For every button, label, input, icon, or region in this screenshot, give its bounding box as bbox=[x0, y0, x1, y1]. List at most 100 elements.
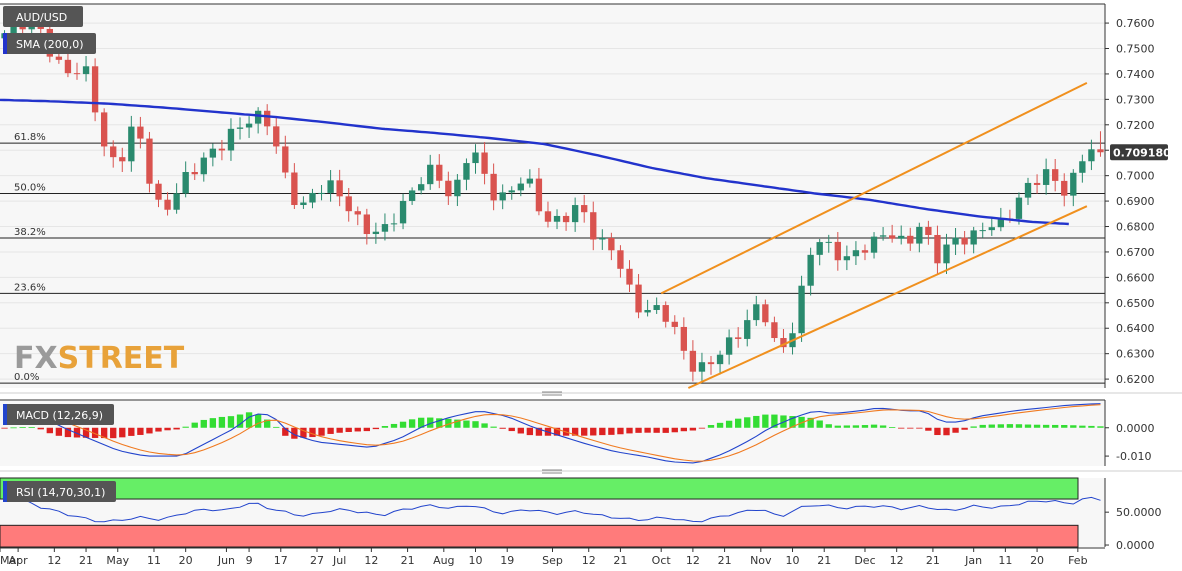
sma-tag-background bbox=[3, 33, 96, 54]
macd-hist-bar bbox=[82, 427, 90, 438]
macd-hist-bar bbox=[10, 427, 17, 429]
macd-hist-bar bbox=[110, 427, 117, 439]
candle-body bbox=[408, 190, 416, 201]
candle-body bbox=[82, 66, 90, 75]
candle-body bbox=[354, 211, 361, 215]
macd-hist-bar bbox=[626, 427, 633, 434]
candle-body bbox=[327, 180, 334, 193]
candle-body bbox=[182, 172, 189, 194]
price-axis: 0.6200 0.6300 0.6400 0.6500 0.6600 0.6700 0.68… bbox=[1104, 4, 1155, 388]
x-tick-label: Aug bbox=[433, 554, 454, 567]
x-tick-label: 21 bbox=[79, 554, 93, 567]
rsi-tag[interactable]: RSI (14,70,30,1) bbox=[3, 481, 116, 502]
macd-hist-bar bbox=[37, 427, 44, 430]
x-tick-label: 11 bbox=[998, 554, 1012, 567]
candle-body bbox=[463, 163, 470, 180]
macd-hist-bar bbox=[273, 426, 280, 428]
price-tick-label: 0.7400 bbox=[1116, 68, 1155, 81]
candle-body bbox=[209, 148, 217, 158]
macd-hist-bar bbox=[753, 415, 760, 428]
candle-body bbox=[73, 73, 81, 75]
macd-hist-bar bbox=[571, 427, 579, 436]
macd-hist-bar bbox=[744, 417, 751, 428]
price-tick-label: 0.7300 bbox=[1116, 93, 1155, 106]
macd-hist-bar bbox=[916, 427, 923, 429]
sma-color-swatch bbox=[3, 33, 7, 54]
x-tick-label: 17 bbox=[274, 554, 288, 567]
macd-hist-bar bbox=[218, 416, 226, 428]
panel-resize-handle-2[interactable] bbox=[542, 469, 562, 474]
macd-hist-bar bbox=[843, 425, 851, 428]
candle-body bbox=[218, 148, 226, 151]
macd-signal-line bbox=[4, 404, 1101, 462]
candle-body bbox=[445, 180, 452, 197]
x-tick-label: 20 bbox=[1030, 554, 1044, 567]
macd-hist-bar bbox=[680, 427, 688, 432]
candle-body bbox=[128, 126, 135, 162]
macd-hist-bar bbox=[635, 427, 642, 433]
candle-body bbox=[390, 223, 398, 225]
candle-body bbox=[526, 178, 534, 184]
macd-hist-bar bbox=[191, 422, 198, 428]
macd-hist-bar bbox=[245, 412, 253, 428]
candle-body bbox=[852, 250, 860, 257]
macd-axis: 0.0000 -0.010 bbox=[0, 399, 1155, 466]
macd-hist-bar bbox=[879, 425, 887, 428]
candle-body bbox=[671, 321, 678, 327]
macd-label: MACD (12,26,9) bbox=[16, 409, 103, 422]
candle-body bbox=[725, 337, 733, 355]
price-tick-label: 0.6600 bbox=[1116, 271, 1155, 284]
macd-hist-bar bbox=[173, 427, 180, 430]
x-tick-label: 21 bbox=[718, 554, 732, 567]
candle-body bbox=[273, 126, 280, 147]
rsi-label: RSI (14,70,30,1) bbox=[16, 486, 105, 499]
watermark-fx: FX bbox=[14, 341, 58, 376]
watermark-street: STREET bbox=[58, 341, 185, 376]
macd-hist-bar bbox=[517, 427, 524, 434]
fib-label: 0.0% bbox=[14, 372, 39, 383]
macd-hist-bar bbox=[264, 419, 271, 428]
macd-hist-bar bbox=[952, 427, 959, 433]
candle-body bbox=[119, 157, 126, 162]
candle-body bbox=[979, 230, 986, 232]
macd-hist-bar bbox=[1042, 424, 1050, 428]
macd-tag[interactable]: MACD (12,26,9) bbox=[3, 404, 114, 425]
macd-hist-bar bbox=[454, 419, 461, 428]
macd-hist-bar bbox=[282, 427, 289, 436]
candle-body bbox=[64, 59, 72, 74]
macd-hist-bar bbox=[1, 427, 8, 429]
symbol-tag[interactable]: AUD/USD bbox=[3, 6, 83, 27]
candle-body bbox=[898, 235, 905, 239]
x-tick-label: 9 bbox=[246, 554, 253, 567]
fib-label: 23.6% bbox=[14, 282, 46, 293]
macd-color-swatch bbox=[3, 404, 7, 425]
candle-body bbox=[454, 179, 461, 197]
channel-upper-line bbox=[660, 81, 1088, 295]
candle-body bbox=[191, 172, 198, 175]
candle-body bbox=[91, 66, 99, 113]
candle-body bbox=[282, 146, 289, 173]
candle-body bbox=[227, 128, 235, 151]
macd-hist-bar bbox=[309, 427, 316, 438]
x-tick-label: Feb bbox=[1068, 554, 1087, 567]
x-tick-label: Mar bbox=[0, 554, 21, 567]
sma-tag[interactable]: SMA (200,0) bbox=[3, 33, 96, 54]
fib-label: 61.8% bbox=[14, 132, 46, 143]
macd-hist-bar bbox=[336, 427, 343, 433]
channel-lower-line bbox=[687, 205, 1088, 389]
candle-body bbox=[961, 237, 968, 245]
panel-resize-handle-1[interactable] bbox=[542, 391, 562, 396]
candle-body bbox=[164, 199, 171, 210]
macd-hist-bar bbox=[1006, 424, 1014, 428]
macd-hist-bar bbox=[608, 427, 615, 435]
candle-body bbox=[689, 350, 697, 372]
candle-body bbox=[55, 56, 63, 60]
macd-hist-bar bbox=[961, 427, 968, 430]
candle-body bbox=[399, 200, 407, 224]
x-tick-label: Dec bbox=[854, 554, 875, 567]
macd-hist-bar bbox=[73, 427, 81, 438]
macd-hist-bar bbox=[979, 424, 986, 428]
candle-body bbox=[771, 322, 778, 339]
x-tick-label: 12 bbox=[582, 554, 596, 567]
